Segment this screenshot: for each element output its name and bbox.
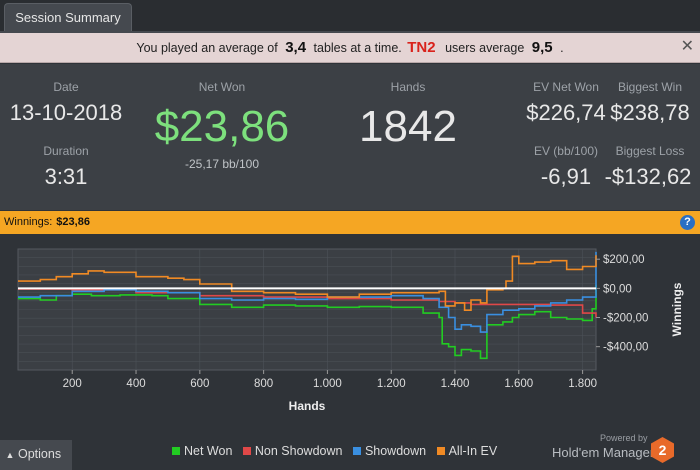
legend-all-in-ev[interactable]: All-In EV: [436, 444, 498, 458]
legend-all-in-ev-swatch: [436, 447, 445, 455]
biggest-win-label: Biggest Win: [617, 80, 683, 94]
average-tables-banner: You played an average of 3,4 tables at a…: [0, 33, 700, 63]
ev-bb100-value: -6,91: [540, 164, 592, 189]
legend-net-won-swatch: [172, 447, 180, 455]
ev-net-won-label: EV Net Won: [533, 80, 599, 94]
banner-middle: tables at a time.: [313, 41, 402, 55]
banner-prefix: You played an average of: [136, 41, 278, 55]
x-tick-label: 400: [126, 378, 145, 390]
winnings-label: Winnings:: [4, 216, 53, 228]
x-tick-label: 600: [190, 378, 209, 390]
users-avg-value: 9,5: [531, 39, 553, 56]
tab-bar: Session Summary: [0, 0, 700, 32]
winnings-chart-svg: 200 400 600 800 1.000 1.200 1.400 1.600 1.800 $20…: [17, 248, 684, 413]
banner-users-text: users average: [445, 41, 525, 55]
duration-label: Duration: [43, 144, 89, 158]
hands-value: 1842: [359, 102, 457, 151]
y-tick-label: -$200,00: [603, 313, 648, 325]
x-axis-label: Hands: [289, 399, 326, 413]
y-tick-label: -$400,00: [603, 342, 648, 354]
y-axis-label: Winnings: [670, 282, 684, 336]
x-tick-label: 1.600: [504, 378, 533, 390]
branding: Powered by Hold'em Manager 2: [550, 432, 700, 470]
close-icon[interactable]: ✕: [680, 38, 694, 55]
chevron-up-icon: ▲: [5, 450, 15, 460]
winnings-summary: Winnings: $23,86: [4, 211, 90, 234]
net-won-label: Net Won: [198, 80, 246, 94]
legend-showdown-swatch: [352, 447, 361, 455]
legend-net-won-label: Net Won: [184, 444, 233, 458]
x-tick-label: 800: [254, 378, 273, 390]
powered-by-text: Powered by: [600, 433, 648, 443]
biggest-loss-value: -$132,62: [604, 164, 692, 189]
legend-non-showdown-label: Non Showdown: [254, 444, 343, 458]
legend-all-in-ev-label: All-In EV: [448, 444, 498, 458]
hm2-logo-icon: 2: [651, 437, 674, 463]
site-name: TN2: [407, 39, 436, 56]
x-tick-label: 200: [63, 378, 82, 390]
legend-showdown[interactable]: Showdown: [352, 444, 427, 458]
date-label: Date: [53, 80, 79, 94]
biggest-loss-label: Biggest Loss: [615, 144, 685, 158]
winnings-value: $23,86: [56, 216, 90, 228]
net-won-value: $23,86: [154, 102, 290, 151]
series-line-showdown: [18, 251, 597, 333]
ev-bb100-label: EV (bb/100): [533, 144, 599, 158]
winnings-chart: 200 400 600 800 1.000 1.200 1.400 1.600 1.800 $20…: [0, 234, 700, 470]
legend-showdown-label: Showdown: [364, 444, 427, 458]
banner-message: You played an average of 3,4 tables at a…: [0, 33, 700, 63]
x-tick-label: 1.000: [313, 378, 342, 390]
ev-net-won-value: $226,74: [526, 100, 606, 125]
avg-tables-value: 3,4: [285, 39, 307, 56]
y-tick-label: $200,00: [603, 254, 645, 266]
biggest-win-value: $238,78: [610, 100, 690, 125]
x-tick-label: 1.200: [377, 378, 406, 390]
legend-non-showdown-swatch: [242, 447, 251, 455]
winnings-bar: Winnings: $23,86 ?: [0, 211, 700, 234]
x-tick-label: 1.800: [568, 378, 597, 390]
chart-legend: Net Won Non Showdown Showdown All-In EV: [172, 444, 504, 458]
series-line-all-in-ev: [18, 255, 597, 311]
x-tick-label: 1.400: [441, 378, 470, 390]
bb100-value: -25,17 bb/100: [184, 157, 260, 171]
tab-underline: [0, 31, 700, 33]
stats-panel: Date 13-10-2018 Duration 3:31 Net Won $2…: [0, 64, 700, 210]
banner-suffix: .: [560, 41, 564, 55]
series-line-net-won: [18, 284, 597, 360]
legend-net-won[interactable]: Net Won: [172, 444, 232, 458]
help-icon[interactable]: ?: [680, 215, 695, 230]
options-button[interactable]: ▲ Options: [0, 440, 72, 470]
tab-session-summary[interactable]: Session Summary: [4, 3, 132, 32]
hands-label: Hands: [390, 80, 426, 94]
product-name: Hold'em Manager: [552, 445, 655, 460]
date-value: 13-10-2018: [9, 100, 123, 125]
legend-non-showdown[interactable]: Non Showdown: [242, 444, 343, 458]
duration-value: 3:31: [44, 164, 88, 189]
options-label: Options: [18, 447, 62, 461]
y-tick-label: $0,00: [603, 283, 632, 295]
